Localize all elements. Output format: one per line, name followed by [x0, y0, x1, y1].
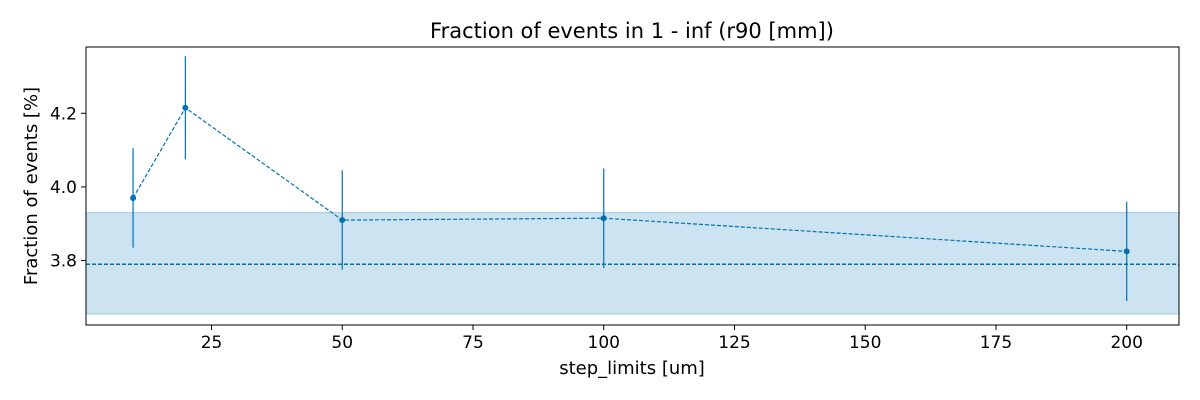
y-tick-label: 4.2: [50, 104, 77, 124]
data-point: [1123, 248, 1130, 255]
x-tick-label: 50: [331, 333, 353, 353]
plot-area: [85, 46, 1180, 326]
x-tick-label: 175: [980, 333, 1012, 353]
data-point: [339, 217, 346, 224]
x-axis-label: step_limits [um]: [559, 358, 705, 379]
x-tick-label: 150: [849, 333, 881, 353]
plot-inner: [86, 56, 1179, 315]
axes-frame: [85, 46, 1180, 326]
chart-title: Fraction of events in 1 - inf (r90 [mm]): [430, 19, 834, 43]
x-tick-label: 125: [718, 333, 750, 353]
x-tick-label: 25: [201, 333, 223, 353]
data-point: [600, 215, 607, 222]
x-tick-label: 75: [462, 333, 484, 353]
reference-band: [86, 212, 1179, 315]
y-tick-label: 3.8: [50, 252, 77, 272]
x-axis: 25 50 75 100 125 150 175 200: [201, 325, 1143, 353]
x-tick-label: 200: [1110, 333, 1142, 353]
x-tick-label: 100: [588, 333, 620, 353]
y-axis-label: Fraction of events [%]: [21, 87, 42, 285]
data-point: [182, 104, 189, 111]
y-tick-label: 4.0: [50, 178, 77, 198]
data-point: [130, 194, 137, 201]
y-axis: 3.8 4.0 4.2: [50, 104, 86, 272]
